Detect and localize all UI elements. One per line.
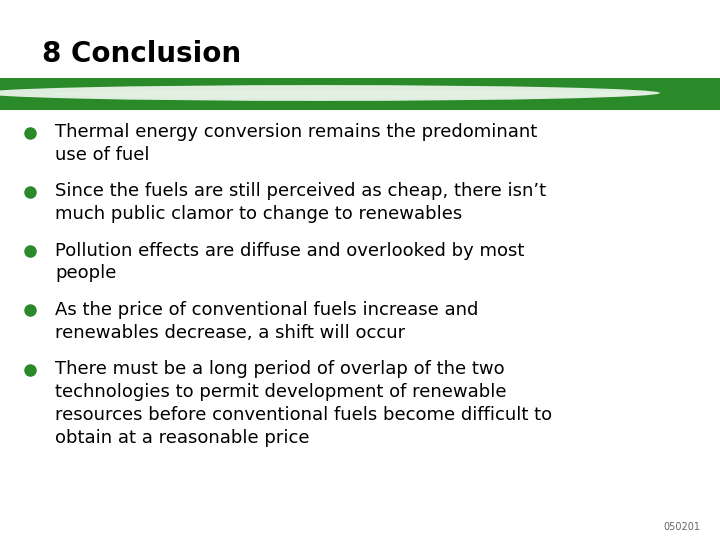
Text: There must be a long period of overlap of the two
technologies to permit develop: There must be a long period of overlap o… [55, 360, 552, 447]
Text: 050201: 050201 [663, 522, 700, 532]
Text: Since the fuels are still perceived as cheap, there isn’t
much public clamor to : Since the fuels are still perceived as c… [55, 183, 546, 223]
Ellipse shape [50, 90, 650, 98]
Bar [0, 78, 720, 110]
Text: As the price of conventional fuels increase and
renewables decrease, a shift wil: As the price of conventional fuels incre… [55, 301, 478, 342]
Text: Thermal energy conversion remains the predominant
use of fuel: Thermal energy conversion remains the pr… [55, 123, 537, 164]
Text: Pollution effects are diffuse and overlooked by most
people: Pollution effects are diffuse and overlo… [55, 241, 524, 282]
Ellipse shape [0, 85, 660, 101]
Text: 8 Conclusion: 8 Conclusion [42, 40, 241, 68]
